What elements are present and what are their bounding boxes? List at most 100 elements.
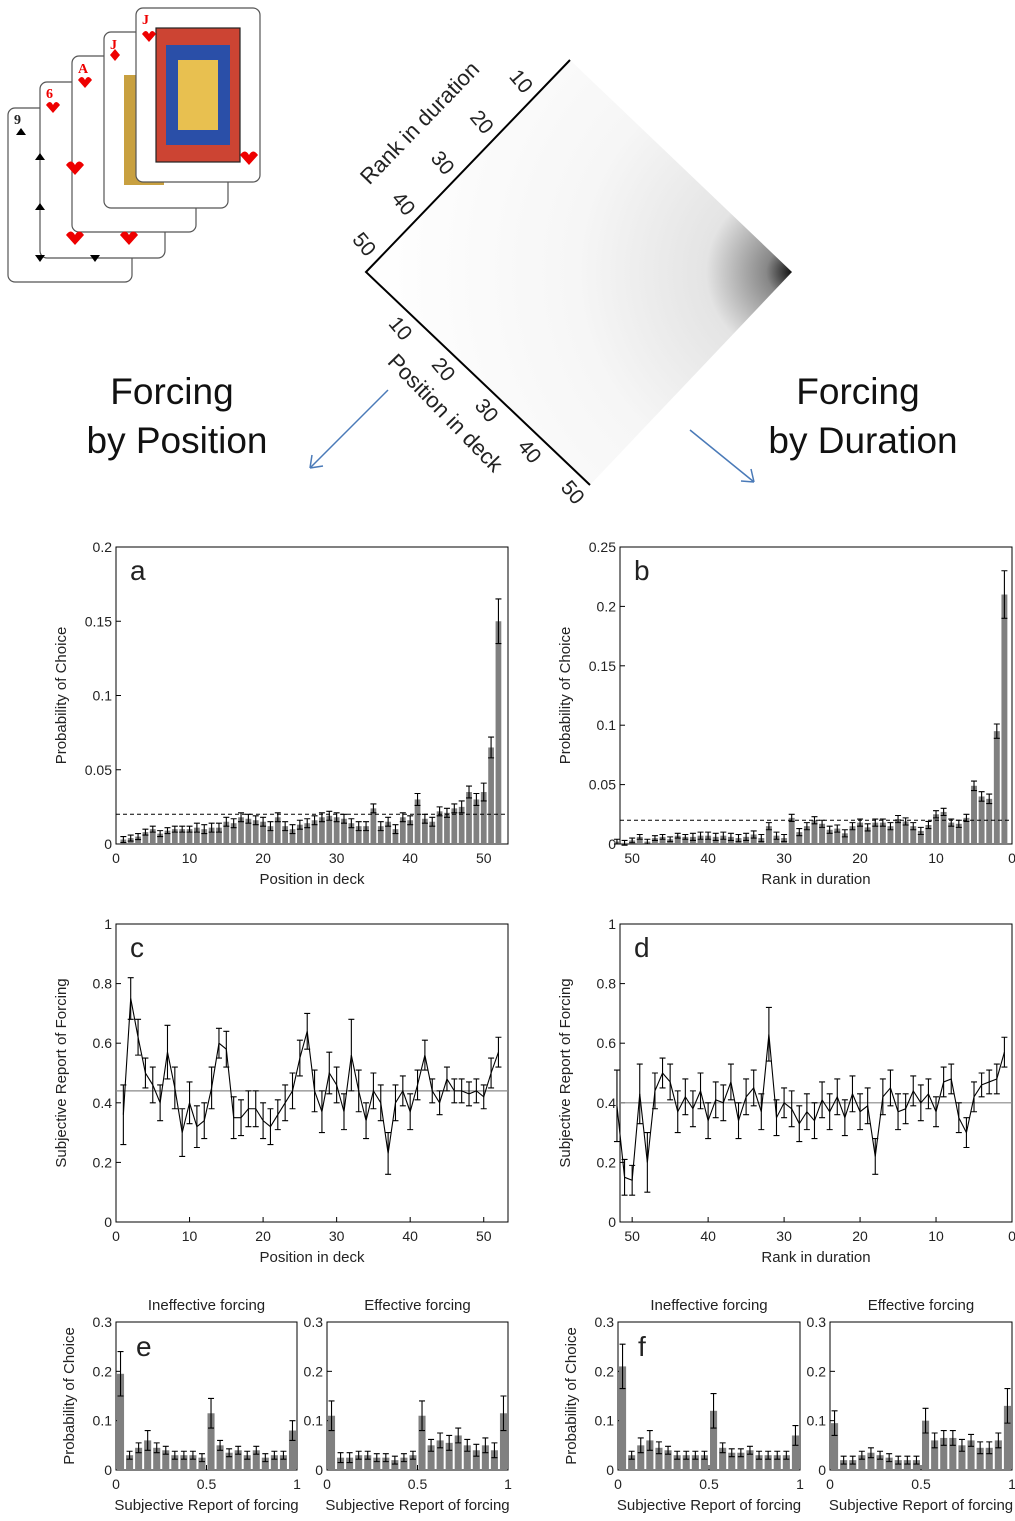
y-tick-label: 0 (104, 1462, 112, 1478)
error-bar (879, 1078, 886, 1116)
bar (135, 1447, 143, 1470)
error-bar (458, 800, 465, 814)
error-bar (986, 1069, 993, 1095)
error-bar (355, 1450, 362, 1460)
error-bar (179, 1108, 186, 1157)
bar (841, 833, 848, 844)
bar (910, 826, 917, 844)
error-bar (198, 1453, 205, 1463)
error-bar (978, 791, 985, 802)
y-tick-label: 0.1 (93, 688, 113, 704)
error-bar (436, 1090, 443, 1116)
error-bar (164, 1024, 171, 1080)
bar (857, 822, 864, 844)
error-bar (340, 1093, 347, 1131)
bar (619, 1366, 627, 1470)
error-bar (978, 1072, 985, 1098)
error-bar (651, 1072, 658, 1110)
x-tick-label: 10 (928, 850, 944, 866)
error-bar (318, 1090, 325, 1134)
error-bar (895, 814, 902, 824)
x-tick-label: 0.5 (911, 1476, 931, 1492)
error-bar (746, 1445, 753, 1455)
heading: Forcing (796, 371, 919, 412)
error-bar (667, 836, 674, 843)
arrow (689, 429, 755, 483)
error-bar (458, 1078, 465, 1104)
heatmap-tick-label: 40 (387, 188, 420, 221)
bar (765, 826, 772, 844)
bar (463, 1445, 471, 1470)
error-bar (692, 1450, 699, 1460)
error-bar (933, 1096, 940, 1128)
bar (1003, 1405, 1011, 1470)
error-bar (621, 839, 628, 846)
error-bar (385, 816, 392, 827)
bar (472, 1450, 480, 1470)
bar (261, 1457, 269, 1470)
y-tick-label: 0 (608, 836, 616, 852)
error-bar (674, 1450, 681, 1460)
error-bar (289, 824, 296, 835)
error-bar (201, 824, 208, 835)
error-bar (783, 1450, 790, 1460)
bar (958, 1445, 966, 1470)
x-tick-label: 20 (255, 850, 271, 866)
error-bar (758, 833, 765, 843)
error-bar (260, 1102, 267, 1140)
y-tick-label: 0.1 (304, 1413, 324, 1429)
bar (267, 826, 274, 844)
bar (495, 621, 502, 844)
error-bar (819, 1081, 826, 1119)
error-bar (186, 1081, 193, 1125)
error-bar (193, 822, 200, 833)
y-tick-label: 0 (315, 1462, 323, 1478)
line (616, 1034, 1005, 1182)
y-tick-label: 0 (104, 836, 112, 852)
x-tick-label: 20 (852, 850, 868, 866)
bar (922, 1420, 930, 1470)
error-bar (910, 1075, 917, 1107)
error-bar (788, 1090, 795, 1128)
error-bar (886, 1453, 893, 1463)
bar (674, 835, 681, 844)
error-bar (179, 825, 186, 833)
error-bar (223, 1030, 230, 1068)
bar (436, 1440, 444, 1470)
card-suits (16, 31, 258, 262)
heatmap-tick-label: 30 (426, 147, 459, 180)
error-bar (705, 831, 712, 840)
bar (445, 1442, 453, 1470)
x-tick-label: 30 (776, 850, 792, 866)
error-bar (948, 1063, 955, 1095)
bar (488, 747, 494, 844)
error-bar (464, 1438, 471, 1452)
x-tick-label: 0 (826, 1476, 834, 1492)
bar (967, 1440, 975, 1470)
error-bar (904, 1455, 911, 1465)
error-bar (955, 1102, 962, 1134)
error-bar (841, 1099, 848, 1137)
bar (391, 1460, 399, 1470)
error-bar (719, 1442, 726, 1454)
error-bar (644, 838, 651, 845)
error-bar (328, 1400, 335, 1432)
error-bar (280, 1450, 287, 1460)
y-tick-label: 0.25 (589, 539, 616, 555)
bar (940, 811, 947, 844)
bar (788, 817, 795, 844)
error-bar (1001, 1036, 1008, 1068)
y-tick-label: 0.3 (93, 1314, 113, 1330)
plot-frame (619, 923, 1013, 1223)
bar (803, 826, 810, 844)
bar (385, 821, 391, 844)
error-bar (392, 1084, 399, 1122)
bar (659, 836, 666, 844)
error-bar (414, 792, 421, 806)
bar (637, 1445, 645, 1470)
bar (867, 1452, 875, 1470)
error-bar (925, 820, 932, 830)
error-bar (1004, 1388, 1011, 1424)
bar (858, 1455, 866, 1470)
bar (773, 835, 780, 844)
